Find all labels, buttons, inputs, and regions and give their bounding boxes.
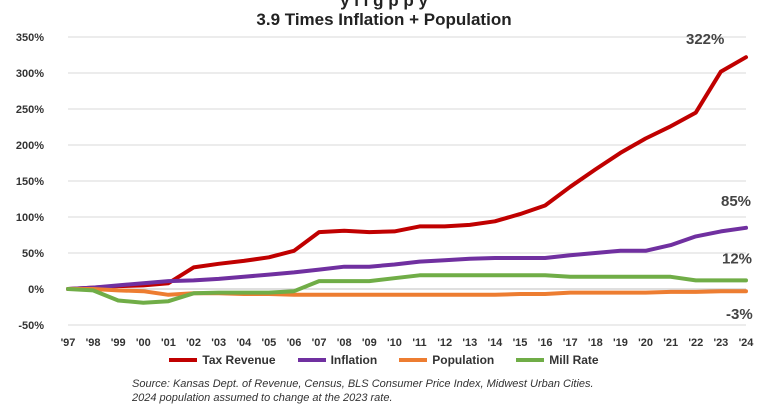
x-tick-label: '99 bbox=[111, 337, 126, 349]
x-tick-label: '11 bbox=[412, 337, 426, 349]
legend-swatch-population bbox=[399, 358, 428, 362]
legend: Tax Revenue Inflation Population Mill Ra… bbox=[0, 353, 768, 367]
x-tick-label: '21 bbox=[663, 337, 678, 349]
y-tick-label: 250% bbox=[16, 104, 44, 116]
x-tick-label: '10 bbox=[387, 337, 402, 349]
y-tick-label: 100% bbox=[16, 212, 44, 224]
y-tick-label: 50% bbox=[22, 248, 44, 260]
y-tick-label: 0% bbox=[28, 284, 44, 296]
x-tick-label: '20 bbox=[638, 337, 653, 349]
legend-item-inflation: Inflation bbox=[297, 353, 378, 367]
legend-item-population: Population bbox=[399, 353, 494, 367]
x-tick-label: '97 bbox=[61, 337, 76, 349]
legend-label-population: Population bbox=[432, 353, 495, 367]
x-tick-label: '00 bbox=[136, 337, 151, 349]
legend-label-inflation: Inflation bbox=[330, 353, 378, 367]
series-line-inflation bbox=[66, 225, 748, 291]
y-tick-label: -50% bbox=[18, 320, 44, 332]
x-tick-label: '18 bbox=[588, 337, 603, 349]
end-label-tax-revenue: 322% bbox=[686, 31, 724, 48]
x-tick-label: '08 bbox=[337, 337, 352, 349]
y-tick-label: 200% bbox=[16, 140, 44, 152]
end-label-population: -3% bbox=[726, 306, 753, 323]
x-tick-label: '24 bbox=[739, 337, 755, 349]
x-tick-label: '13 bbox=[462, 337, 477, 349]
chart-title: 3.9 Times Inflation + Population bbox=[256, 10, 512, 29]
legend-swatch-mill-rate bbox=[516, 358, 545, 362]
source-note: Source: Kansas Dept. of Revenue, Census,… bbox=[132, 377, 594, 405]
x-tick-label: '05 bbox=[261, 337, 276, 349]
x-tick-label: '98 bbox=[86, 337, 101, 349]
x-tick-label: '04 bbox=[236, 337, 252, 349]
source-line-2: 2024 population assumed to change at the… bbox=[132, 392, 393, 404]
legend-item-mill-rate: Mill Rate bbox=[516, 353, 599, 367]
x-tick-label: '02 bbox=[186, 337, 201, 349]
clipped-title: y l l g p p y bbox=[340, 0, 428, 10]
x-tick-label: '06 bbox=[287, 337, 302, 349]
legend-swatch-tax-revenue bbox=[169, 358, 198, 362]
x-tick-label: '17 bbox=[563, 337, 578, 349]
series-line-mill-rate bbox=[66, 273, 748, 305]
x-tick-label: '16 bbox=[538, 337, 553, 349]
legend-label-tax-revenue: Tax Revenue bbox=[202, 353, 276, 367]
y-tick-label: 300% bbox=[16, 68, 44, 80]
x-tick-label: '23 bbox=[713, 337, 728, 349]
legend-swatch-inflation bbox=[297, 358, 326, 362]
y-tick-label: 150% bbox=[16, 176, 44, 188]
end-label-inflation: 85% bbox=[721, 193, 751, 210]
x-tick-label: '09 bbox=[362, 337, 377, 349]
series-line-tax-revenue bbox=[66, 55, 748, 291]
end-label-mill-rate: 12% bbox=[722, 250, 752, 267]
legend-item-tax-revenue: Tax Revenue bbox=[169, 353, 276, 367]
x-tick-label: '12 bbox=[437, 337, 452, 349]
x-tick-label: '03 bbox=[211, 337, 226, 349]
legend-label-mill-rate: Mill Rate bbox=[549, 353, 599, 367]
x-tick-label: '07 bbox=[312, 337, 327, 349]
source-line-1: Source: Kansas Dept. of Revenue, Census,… bbox=[132, 378, 594, 390]
x-tick-label: '14 bbox=[487, 337, 503, 349]
x-tick-label: '01 bbox=[161, 337, 176, 349]
series-line-population bbox=[66, 287, 748, 297]
y-tick-label: 350% bbox=[16, 32, 44, 44]
x-tick-label: '19 bbox=[613, 337, 628, 349]
x-tick-label: '22 bbox=[688, 337, 703, 349]
x-tick-label: '15 bbox=[513, 337, 528, 349]
